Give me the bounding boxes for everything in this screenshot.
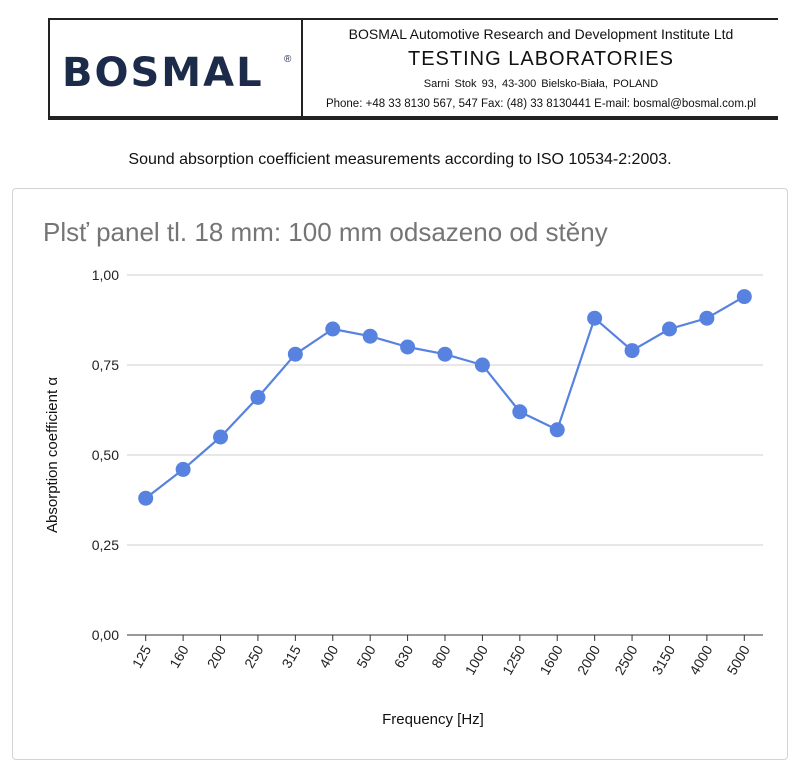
registered-mark: ® [284, 54, 292, 65]
laboratory-title: TESTING LABORATORIES [408, 48, 674, 70]
data-point [661, 321, 677, 337]
data-point [512, 404, 528, 420]
x-tick-label: 4000 [686, 642, 716, 677]
x-tick-label: 5000 [723, 642, 753, 677]
data-point [699, 310, 715, 326]
data-point [736, 289, 752, 305]
y-tick-label: 0,50 [92, 447, 119, 463]
data-point [250, 389, 266, 405]
data-point [325, 321, 341, 337]
data-point [400, 339, 416, 355]
data-point [474, 357, 490, 373]
chart-card: Plsť panel tl. 18 mm: 100 mm odsazeno od… [12, 188, 788, 760]
x-tick-label: 630 [391, 642, 417, 670]
x-axis-title: Frequency [Hz] [382, 711, 484, 728]
address-line: Sarni Stok 93, 43-300 Bielsko-Biała, POL… [423, 78, 659, 90]
x-tick-label: 1600 [536, 642, 566, 677]
x-tick-label: 800 [428, 642, 454, 670]
data-point [138, 490, 154, 506]
y-tick-label: 0,00 [92, 627, 119, 643]
document-subtitle: Sound absorption coefficient measurement… [128, 151, 672, 168]
organization-name: BOSMAL Automotive Research and Developme… [348, 26, 734, 42]
letterhead-left-rule [48, 20, 50, 116]
data-point [175, 461, 191, 477]
data-point [362, 328, 378, 344]
line-chart: 0,00 0,25 0,50 0,75 1,00 125 160 200 250 315 400 50… [44, 267, 763, 728]
x-tick-label: 2500 [611, 642, 641, 677]
x-tick-label: 400 [316, 642, 342, 670]
x-tick-label: 200 [204, 642, 230, 670]
y-tick-label: 0,25 [92, 537, 119, 553]
logo-wordmark: BOSMAL [62, 50, 264, 94]
y-axis-title: Absorption coefficient α [44, 377, 61, 533]
x-tick-label: 125 [129, 642, 155, 670]
data-point [213, 429, 229, 445]
x-tick-label: 250 [241, 642, 267, 670]
y-tick-label: 0,75 [92, 357, 119, 373]
x-tick-label: 2000 [574, 642, 604, 677]
data-point [287, 346, 303, 362]
y-tick-label: 1,00 [92, 267, 119, 283]
x-tick-label: 1000 [462, 642, 492, 677]
bosmal-logo-graphic: BOSMAL ® [62, 50, 292, 96]
bosmal-logo: BOSMAL ® [58, 48, 294, 96]
data-point [587, 310, 603, 326]
data-point [437, 346, 453, 362]
data-point [549, 422, 565, 438]
letterhead-info: BOSMAL Automotive Research and Developme… [304, 20, 778, 116]
header-bottom-rule [48, 118, 778, 120]
letterhead-divider [301, 20, 303, 116]
contact-line: Phone: +48 33 8130 567, 547 Fax: (48) 33… [325, 98, 757, 110]
x-tick-label: 160 [166, 642, 192, 670]
series-line [145, 295, 745, 500]
x-tick-label: 315 [278, 642, 304, 670]
x-tick-label: 500 [353, 642, 379, 670]
chart-title: Plsť panel tl. 18 mm: 100 mm odsazeno od… [43, 217, 608, 247]
data-point [624, 343, 640, 359]
x-tick-label: 3150 [649, 642, 679, 677]
letterhead: BOSMAL ® BOSMAL Automotive Research and … [48, 18, 778, 118]
x-tick-label: 1250 [499, 642, 529, 677]
